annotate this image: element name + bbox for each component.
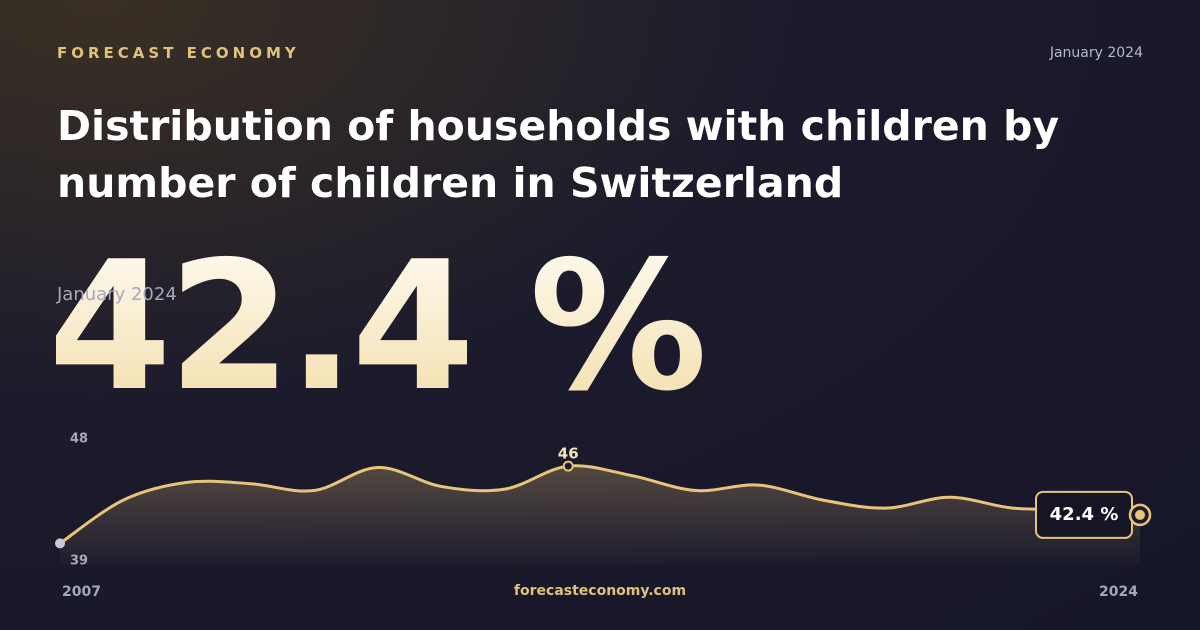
x-tick-label: 2007: [62, 584, 101, 600]
date: January 2024: [1049, 45, 1143, 61]
brand: FORECAST ECONOMY: [57, 44, 300, 62]
value-label: 42.4 %: [1050, 504, 1119, 525]
title: Distribution of households with children…: [57, 102, 1060, 207]
peak-point: [562, 460, 574, 472]
headline-date: January 2024: [57, 284, 177, 305]
headline-value: 42.4 %: [48, 223, 707, 430]
start-point: [55, 538, 65, 549]
line: [59, 464, 1141, 545]
x-tick-label: 2024: [1099, 584, 1138, 600]
source: forecasteconomy.com: [513, 583, 687, 599]
area: [60, 465, 1140, 565]
y-tick-label: 48: [70, 432, 88, 447]
end-point: [1135, 509, 1145, 520]
peak-label: 46: [558, 445, 579, 463]
